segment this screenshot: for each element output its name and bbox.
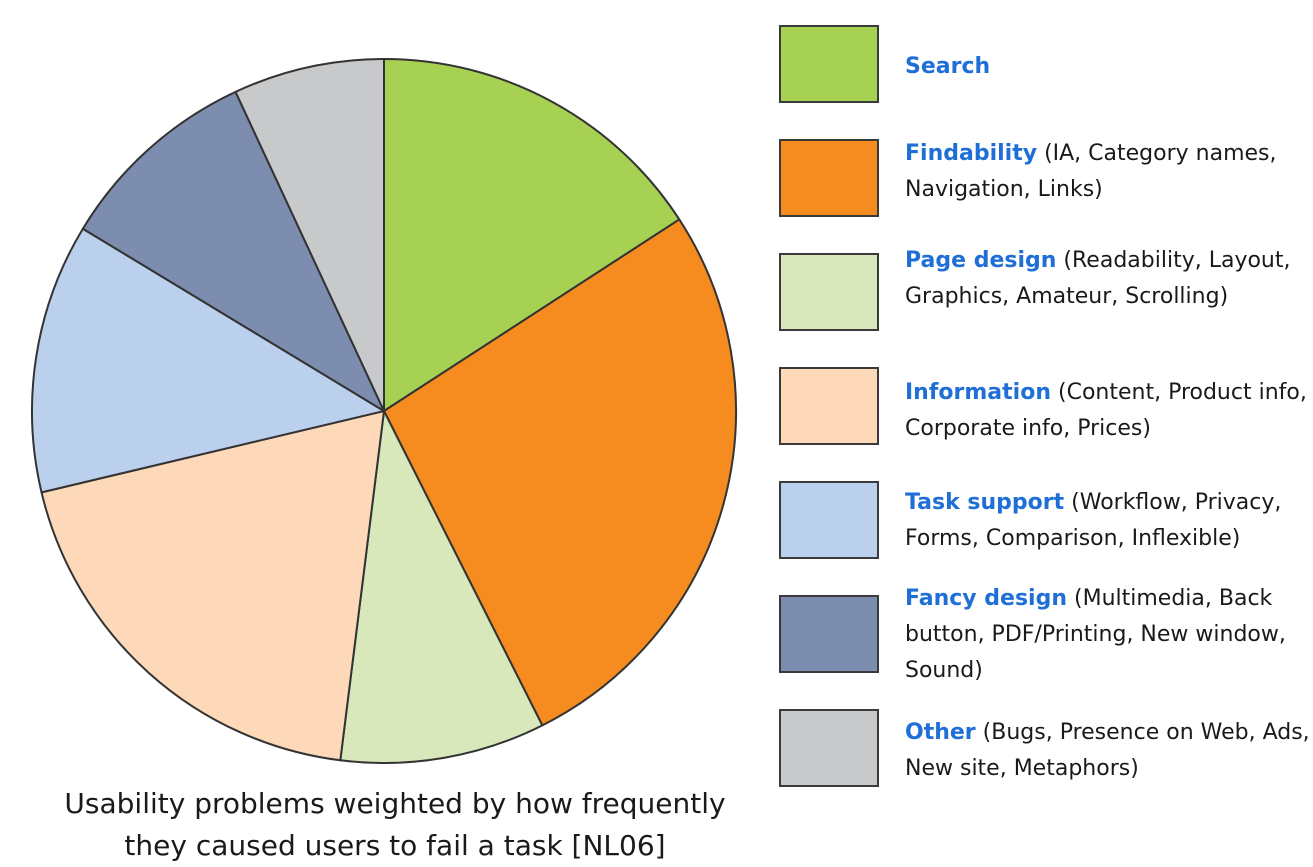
legend-text-task-support: Task support (Workflow, Privacy, Forms, … xyxy=(905,485,1313,557)
legend-name-fancy-design: Fancy design xyxy=(905,586,1068,611)
pie-slice-other xyxy=(234,58,385,412)
legend-detail-fancy-design: (Multimedia, Back button, PDF/Printing, … xyxy=(905,586,1286,683)
legend-name-information: Information xyxy=(905,380,1051,405)
legend-text-other: Other (Bugs, Presence on Web, Ads, New s… xyxy=(905,715,1313,787)
pie-slice-search xyxy=(383,58,681,412)
pie-slice-page-design xyxy=(339,410,544,765)
legend-name-search: Search xyxy=(905,54,991,79)
legend-swatch-fancy-design xyxy=(779,595,879,673)
legend-swatch-task-support xyxy=(779,481,879,559)
legend-name-page-design: Page design xyxy=(905,248,1057,273)
legend-swatch-other xyxy=(779,709,879,787)
legend-swatch-search xyxy=(779,25,879,103)
legend-swatch-information xyxy=(779,367,879,445)
legend-name-other: Other xyxy=(905,720,976,745)
legend-swatch-findability xyxy=(779,139,879,217)
legend-detail-other: (Bugs, Presence on Web, Ads, New site, M… xyxy=(905,720,1310,781)
chart-caption-line-1: Usability problems weighted by how frequ… xyxy=(64,787,726,820)
legend-name-task-support: Task support xyxy=(905,490,1065,515)
chart-caption-line-2: they caused users to fail a task [NL06] xyxy=(124,829,666,862)
legend-text-search: Search xyxy=(905,49,1313,85)
legend-detail-information: (Content, Product info, Corporate info, … xyxy=(905,380,1307,441)
legend-swatch-page-design xyxy=(779,253,879,331)
pie-slice-information xyxy=(40,410,385,762)
legend-name-findability: Findability xyxy=(905,141,1038,166)
legend-detail-page-design: (Readability, Layout, Graphics, Amateur,… xyxy=(905,248,1291,309)
legend-detail-findability: (IA, Category names, Navigation, Links) xyxy=(905,141,1277,202)
legend-detail-task-support: (Workflow, Privacy, Forms, Comparison, I… xyxy=(905,490,1282,551)
legend-text-fancy-design: Fancy design (Multimedia, Back button, P… xyxy=(905,581,1313,689)
pie-slice-task-support xyxy=(31,227,385,494)
pie-slice-findability xyxy=(383,218,738,727)
legend-text-information: Information (Content, Product info, Corp… xyxy=(905,375,1313,447)
pie-slice-fancy-design xyxy=(81,90,385,412)
legend-text-findability: Findability (IA, Category names, Navigat… xyxy=(905,136,1313,208)
legend-text-page-design: Page design (Readability, Layout, Graphi… xyxy=(905,243,1313,315)
pie-chart xyxy=(31,58,738,765)
